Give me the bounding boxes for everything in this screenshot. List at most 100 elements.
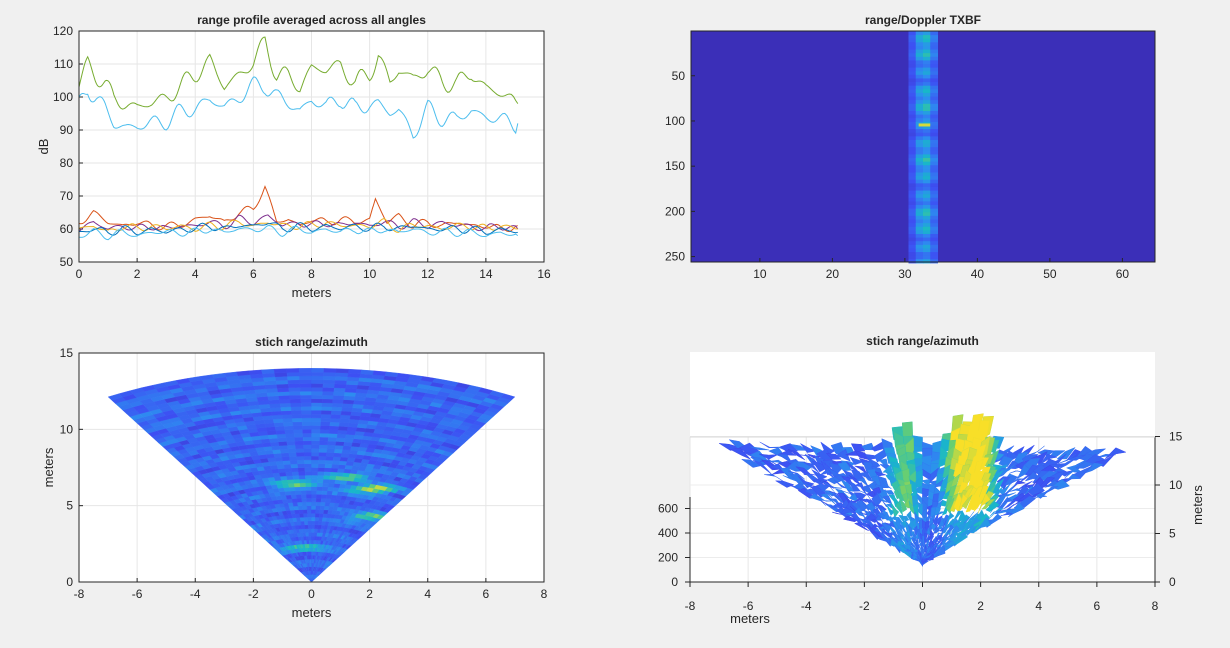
- sector-cell: [340, 415, 351, 419]
- heatmap-cell: [909, 220, 917, 224]
- heatmap-cell: [909, 162, 917, 166]
- sector-cell: [283, 422, 293, 426]
- heatmap-cell: [930, 118, 938, 122]
- heatmap-cell: [916, 194, 924, 198]
- heatmap-cell: [923, 57, 931, 61]
- heatmap-cell: [930, 169, 938, 173]
- heatmap-cell: [923, 78, 931, 82]
- heatmap-cell: [916, 93, 924, 97]
- sector-cell: [334, 453, 342, 457]
- sector-cell: [279, 472, 286, 476]
- heatmap-cell: [923, 53, 931, 57]
- sector-cell: [289, 487, 295, 491]
- heatmap-cell: [930, 180, 938, 184]
- x-tick-label: 16: [537, 267, 551, 281]
- sector-cell: [312, 414, 322, 418]
- sector-cell: [312, 452, 320, 456]
- heatmap-cell: [923, 93, 931, 97]
- sector-cell: [307, 510, 311, 514]
- sector-cell: [290, 399, 301, 403]
- sector-cell: [321, 494, 327, 498]
- sector-cell: [312, 468, 319, 472]
- heatmap-cell: [909, 154, 917, 158]
- sector-cell: [287, 445, 295, 449]
- sector-cell: [319, 445, 327, 449]
- heatmap-cell: [930, 129, 938, 133]
- heatmap-cell: [909, 205, 917, 209]
- heatmap-cell: [930, 245, 938, 249]
- sector-cell: [282, 414, 292, 418]
- sector-cell: [323, 483, 329, 487]
- heatmap-cell: [909, 227, 917, 231]
- heatmap-cell: [923, 68, 931, 72]
- sector-cell: [299, 471, 306, 475]
- sector-cell: [328, 483, 334, 487]
- x-tick-label: 2: [134, 267, 141, 281]
- heatmap-cell: [916, 39, 924, 43]
- heatmap-cell: [930, 194, 938, 198]
- x-axis-label: meters: [292, 605, 332, 620]
- sector-cell: [312, 437, 321, 441]
- sector-cell: [309, 544, 311, 548]
- heatmap-cell: [909, 212, 917, 216]
- sector-cell: [333, 392, 345, 396]
- sector-cell: [277, 465, 285, 469]
- x-tick-label: -8: [685, 599, 696, 613]
- sector-cell: [273, 419, 283, 423]
- y-tick-label: 150: [665, 159, 685, 173]
- sector-cell: [287, 368, 300, 372]
- sector-cell: [330, 472, 337, 476]
- heatmap-cell: [916, 241, 924, 245]
- heatmap-cell: [930, 187, 938, 191]
- heatmap-cell: [923, 50, 931, 54]
- sector-cell: [280, 449, 289, 453]
- heatmap-cell: [909, 97, 917, 101]
- sector-cell: [286, 472, 293, 476]
- heatmap-cell: [909, 194, 917, 198]
- heatmap-cell: [916, 176, 924, 180]
- x-tick-label: 0: [308, 587, 315, 601]
- heatmap-cell: [923, 238, 931, 242]
- sector-cell: [296, 452, 304, 456]
- heatmap-cell: [923, 162, 931, 166]
- sector-cell: [303, 445, 311, 449]
- heatmap-cell: [923, 86, 931, 90]
- heatmap-cell: [923, 104, 931, 108]
- heatmap-cell: [930, 136, 938, 140]
- sector-cell: [312, 429, 321, 433]
- heatmap-cell: [930, 183, 938, 187]
- sector-cell: [286, 437, 295, 441]
- y-tick-label: 70: [60, 189, 74, 203]
- x-tick-label: -6: [132, 587, 143, 601]
- heatmap-cell: [923, 39, 931, 43]
- sector-cell: [336, 373, 349, 377]
- sector-cell: [312, 483, 318, 487]
- heatmap-cell: [923, 89, 931, 93]
- heatmap-cell: [923, 248, 931, 252]
- heatmap-cell: [916, 191, 924, 195]
- heatmap-cell: [930, 46, 938, 50]
- sector-cell: [300, 384, 312, 388]
- heatmap-cell: [923, 136, 931, 140]
- sector-cell: [303, 510, 308, 514]
- x-tick-label: 8: [308, 267, 315, 281]
- sector-cell: [312, 433, 321, 437]
- sector-cell: [306, 487, 312, 491]
- heatmap-cell: [923, 144, 931, 148]
- sector-cell: [275, 376, 288, 380]
- heatmap-cell: [930, 86, 938, 90]
- sector-cell: [312, 368, 325, 372]
- heatmap-cell: [930, 31, 938, 35]
- y-tick-label: 50: [672, 69, 686, 83]
- sector-cell: [312, 487, 318, 491]
- sector-cell: [322, 399, 333, 403]
- heatmap-cell: [909, 93, 917, 97]
- sector-cell: [306, 536, 309, 540]
- x-tick-label: 4: [1035, 599, 1042, 613]
- sector-cell: [300, 380, 312, 384]
- heatmap-cell: [923, 194, 931, 198]
- sector-cell: [299, 479, 305, 483]
- sector-cell: [312, 513, 316, 517]
- heatmap-cell: [909, 183, 917, 187]
- sector-cell: [332, 460, 340, 464]
